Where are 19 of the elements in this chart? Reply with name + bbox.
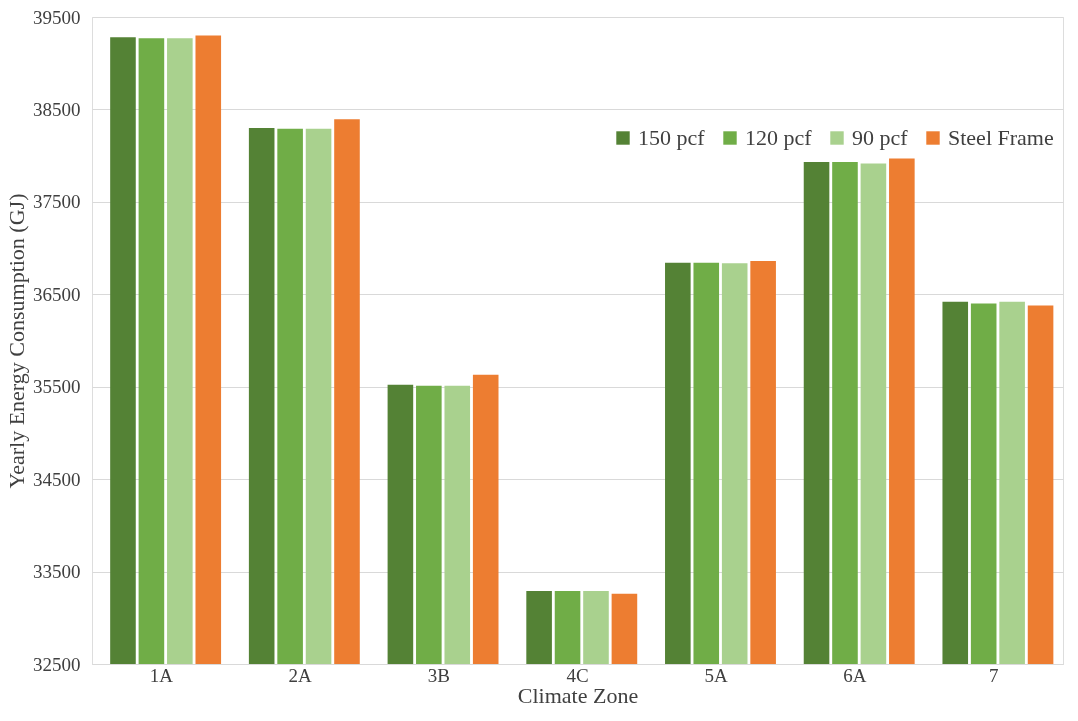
- y-tick-label: 37500: [33, 191, 81, 213]
- legend-label: 90 pcf: [852, 125, 909, 150]
- y-tick-label: 35500: [33, 376, 81, 398]
- x-tick-label: 5A: [704, 664, 729, 686]
- y-tick-label: 33500: [33, 561, 81, 583]
- y-axis-title: Yearly Energy Consumption (GJ): [4, 193, 29, 489]
- y-tick-label: 39500: [33, 6, 81, 28]
- legend-label: Steel Frame: [948, 125, 1054, 150]
- x-tick-label: 7: [988, 664, 999, 686]
- legend-label: 120 pcf: [745, 125, 813, 150]
- y-tick-label: 32500: [33, 653, 81, 675]
- x-tick-label: 2A: [288, 664, 312, 686]
- x-tick-label: 6A: [843, 664, 867, 686]
- legend-label: 150 pcf: [638, 125, 706, 150]
- y-tick-label: 36500: [33, 283, 81, 305]
- x-tick-label: 1A: [149, 664, 174, 686]
- x-tick-label: 3B: [427, 664, 450, 686]
- y-tick-label: 38500: [33, 98, 81, 120]
- y-tick-label: 34500: [33, 468, 81, 490]
